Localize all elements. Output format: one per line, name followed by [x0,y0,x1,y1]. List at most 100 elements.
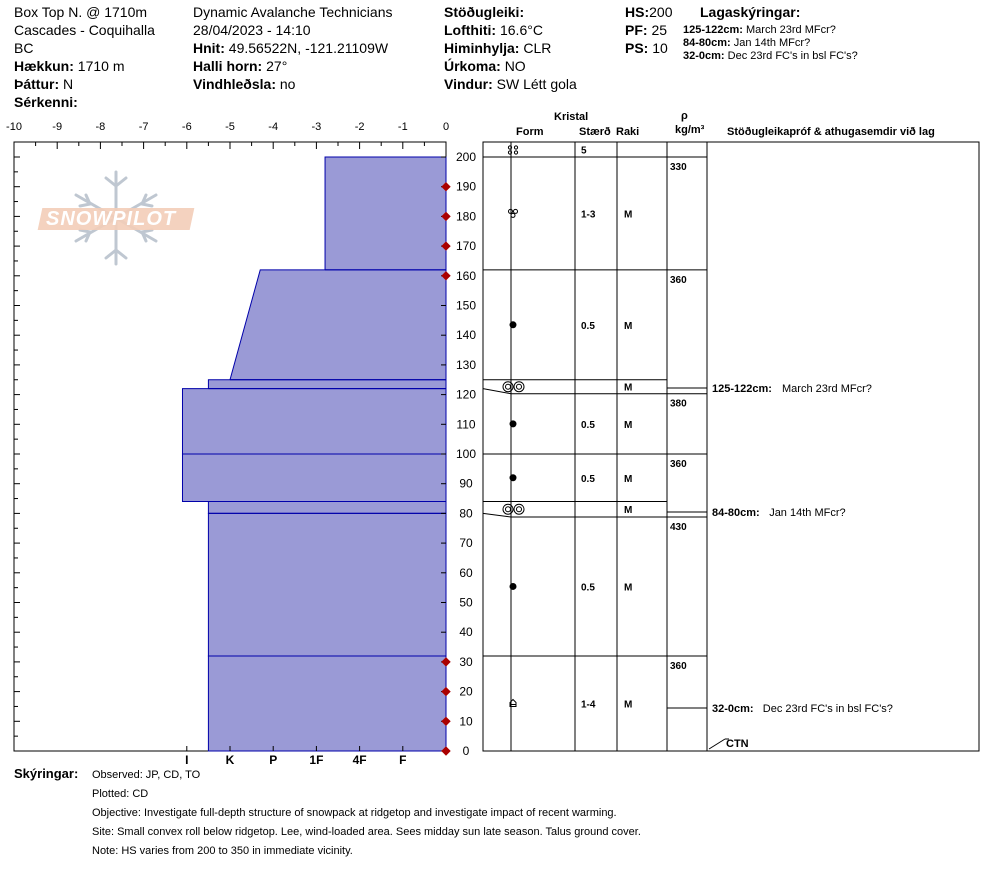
layer-connector-line [482,512,512,518]
temperature-tick-label: -5 [225,121,235,133]
logo-text: SNOWPILOT [46,208,177,230]
hardness-layer [181,388,447,455]
height-tick-label: 170 [456,239,476,253]
aspect-field: Þáttur: N [14,76,73,92]
layer-note-range: 84-80cm: [683,37,731,49]
particle-circle [508,208,513,214]
height-tick-label: 40 [459,625,473,639]
crystal-size-label: 1-3 [581,209,596,220]
hardness-tick-label: K [226,753,235,767]
height-tick-label: 100 [456,447,476,461]
moisture-label: M [624,699,632,710]
precip-field: Úrkoma: NO [444,58,526,74]
wind-loading-value: no [279,76,296,92]
observed-text: Observed: JP, CD, TO [92,769,201,781]
layer-connector-line [482,388,512,395]
form-header: Form [516,126,544,138]
crystal-size-label: 0.5 [581,474,595,485]
rounded-grains-icon [509,321,517,329]
layer-note: 84-80cm: Jan 14th MFcr? [683,37,810,50]
pf-label: PF: [625,22,648,38]
stability-label: Stöðugleiki: [444,4,525,20]
moisture-label: M [624,383,632,394]
specifics-label: Sérkenni: [14,94,78,110]
organization: Dynamic Avalanche Technicians [193,4,393,20]
ps-value: 10 [652,40,668,56]
height-tick-label: 120 [456,388,476,402]
temperature-marker [441,211,451,222]
temperature-tick-label: -7 [139,121,149,133]
hardness-layer [207,655,447,752]
site-name: Box Top N. @ 1710m [14,4,148,20]
moisture-label: M [624,505,632,516]
crust-circle [502,381,514,393]
height-tick-label: 30 [459,655,473,669]
range-name: Cascades - Coquihalla [14,22,155,38]
height-tick-label: 80 [459,506,473,520]
height-tick-label: 60 [459,566,473,580]
sky-value: CLR [523,40,552,56]
height-tick-label: 130 [456,358,476,372]
particle-circle [513,208,518,214]
air-temp-value: 16.6°C [499,22,543,38]
facet-shape [509,698,517,707]
hs-field: HS:200 [625,4,672,20]
plotted-text: Plotted: CD [92,788,149,800]
rounded-grain-dot [509,582,517,590]
layer-note: 125-122cm: March 23rd MFcr? [683,24,836,37]
wind-loading-field: Vindhleðsla: no [193,76,295,92]
comment-range-label: 125-122cm: [712,383,772,395]
ps-label: PS: [625,40,649,56]
layer-note-text: March 23rd MFcr? [746,24,836,36]
layer-note-text: Jan 14th MFcr? [733,37,811,49]
melt-freeze-crust-icon [502,503,525,515]
comment-range-label: 32-0cm: [712,703,754,715]
crust-circle [513,381,525,393]
site-text: Site: Small convex roll below ridgetop. … [92,826,641,838]
comment-text-label: Jan 14th MFcr? [769,507,845,519]
particle-circle [510,212,516,218]
crust-circle [505,506,511,513]
particle-circle [513,150,519,155]
density-label: 430 [670,522,687,533]
height-tick-label: 10 [459,714,473,728]
hardness-tick-label: F [399,753,406,767]
temperature-marker [441,657,451,667]
elevation-value: 1710 m [77,58,125,74]
particle-circle [507,145,513,150]
height-tick-label: 0 [463,744,470,758]
layer-note-text: Dec 23rd FC's in bsl FC's? [727,50,858,62]
crystal-header: Kristal [554,111,589,123]
density-label: 360 [670,459,687,470]
hardness-layer [229,269,447,381]
crystal-size-label: 0.5 [581,321,595,332]
ps-field: PS: 10 [625,40,668,56]
slope-label: Halli horn: [193,58,263,74]
density-unit-header: kg/m³ [675,124,705,136]
temperature-tick-label: -9 [52,121,62,133]
height-tick-label: 70 [459,536,473,550]
temperature-tick-label: -4 [268,121,278,133]
hardness-tick-label: I [185,753,188,767]
comment-text-label: Dec 23rd FC's in bsl FC's? [763,703,893,715]
density-label: 360 [670,661,687,672]
height-tick-label: 90 [459,477,473,491]
wind-label: Vindur: [444,76,493,92]
comment-text-label: March 23rd MFcr? [782,383,872,395]
rounded-grain-dot [509,420,517,428]
aspect-value: N [63,76,74,92]
height-tick-label: 160 [456,269,476,283]
precip-label: Úrkoma: [444,58,501,74]
temperature-marker [441,241,451,251]
temperature-marker [441,271,451,281]
ctn-label: CTN [726,738,749,750]
faceted-crystals-icon [509,698,517,707]
moisture-label: M [624,474,632,485]
precip-particles-icon [508,208,518,218]
rounded-grain-dot [509,474,517,482]
height-tick-label: 180 [456,209,476,223]
hardness-layer [181,453,447,503]
coords-value: 49.56522N, -121.21109W [228,40,389,56]
hs-label: HS: [625,4,650,20]
rho-header: ρ [681,110,688,122]
